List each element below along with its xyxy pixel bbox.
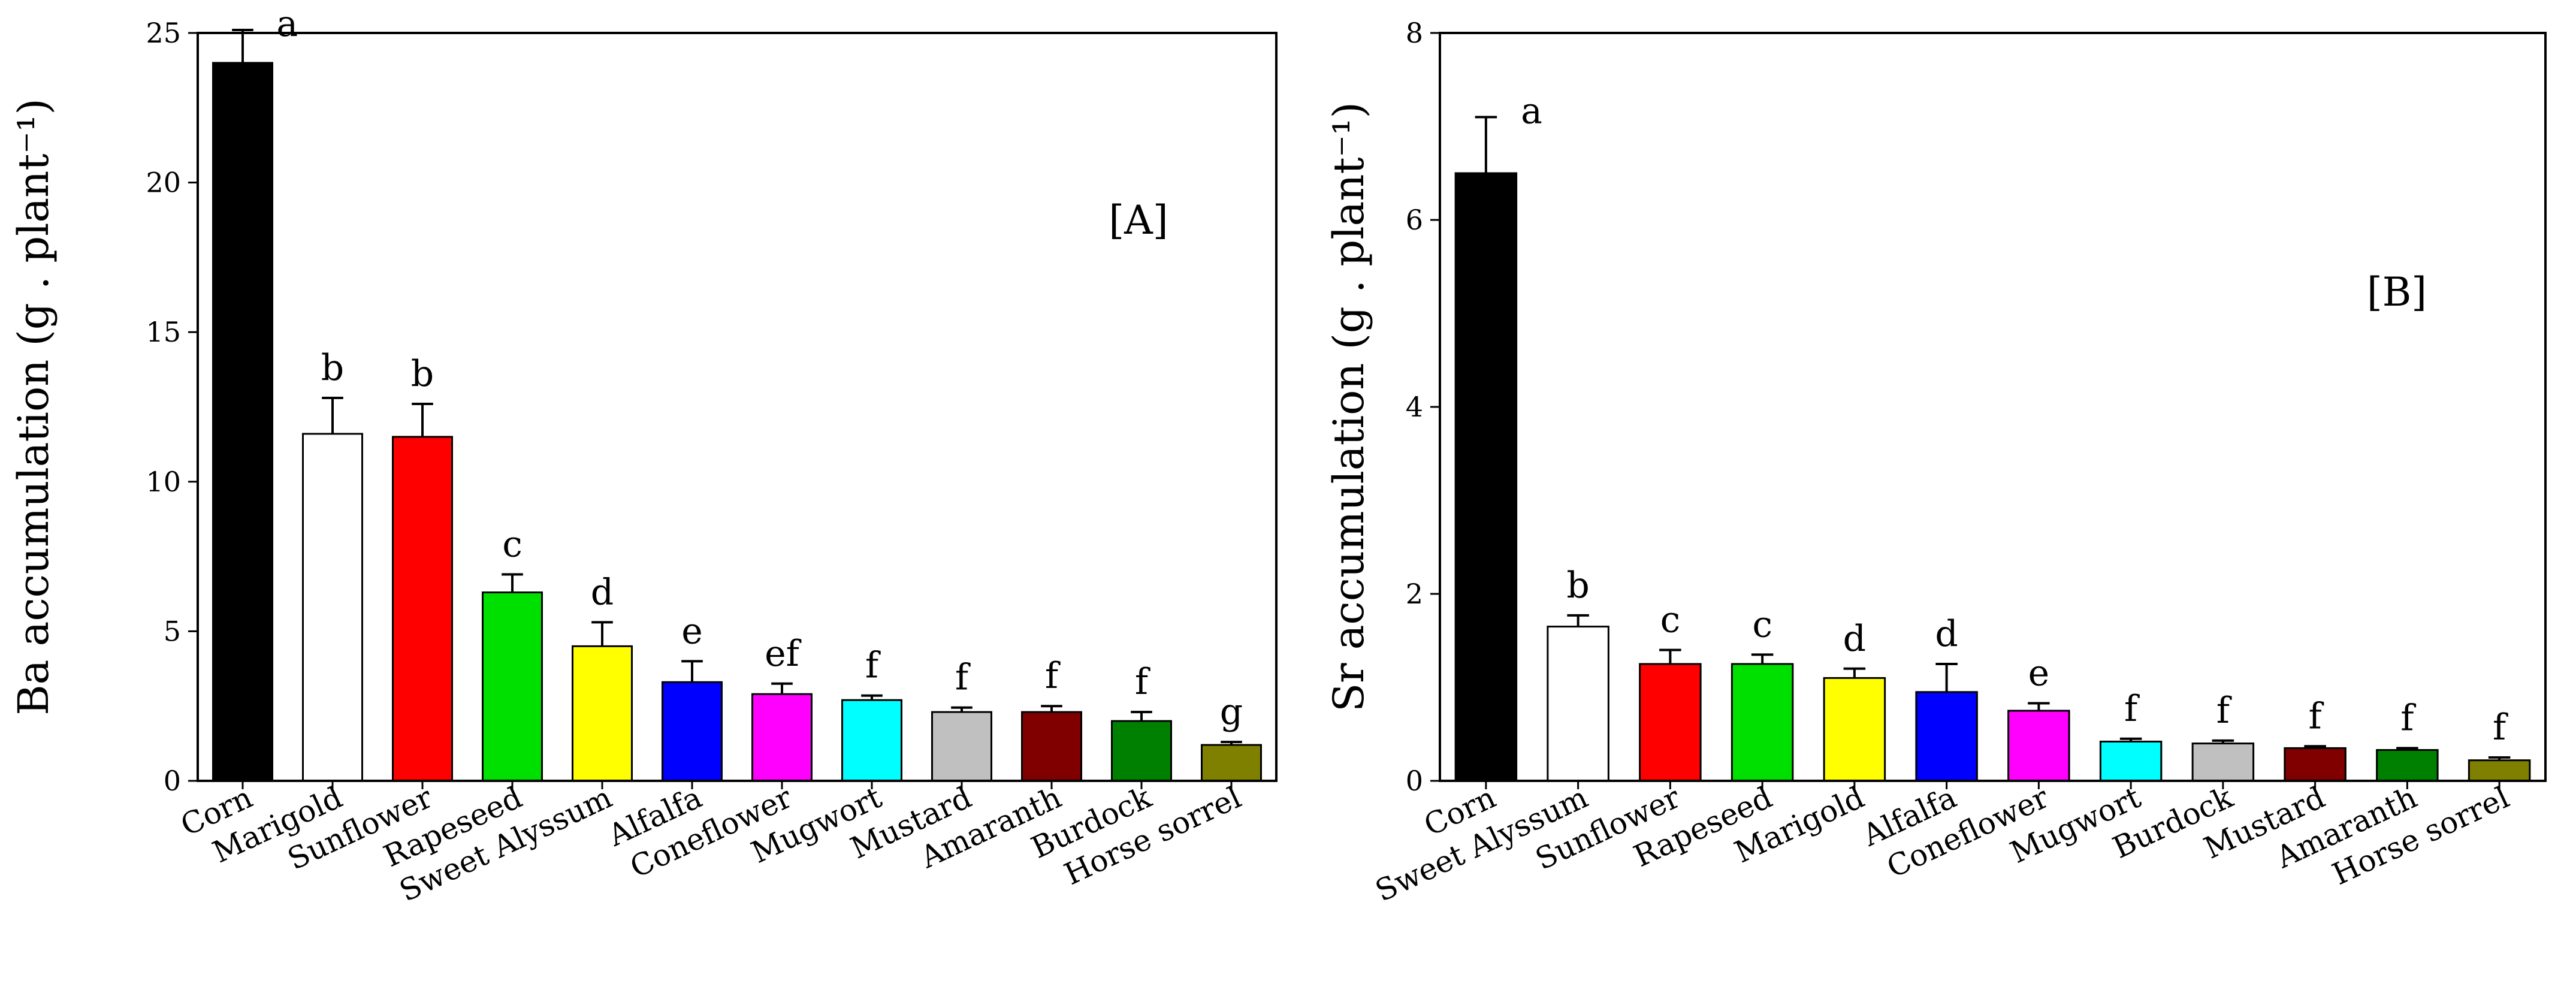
significance-label: a xyxy=(276,3,298,45)
significance-label: b xyxy=(411,353,434,395)
chart-panel-a: aCornbMarigoldbSunflowercRapeseeddSweet … xyxy=(9,3,1278,908)
bar-horse-sorrel xyxy=(2468,759,2531,782)
bar-alfalfa xyxy=(662,681,723,782)
significance-label: d xyxy=(591,571,614,613)
bar-mugwort xyxy=(841,699,902,782)
bar-marigold xyxy=(302,433,363,782)
y-tick-label: 4 xyxy=(1406,391,1423,423)
y-axis-title: Ba accumulation (g . plant⁻¹) xyxy=(9,98,58,716)
significance-label: d xyxy=(1843,618,1866,660)
significance-label: ef xyxy=(765,633,802,675)
bar-amaranth xyxy=(2376,749,2439,782)
significance-label: e xyxy=(681,610,703,652)
bar-rapeseed xyxy=(1731,663,1794,782)
significance-label: f xyxy=(2493,707,2508,748)
significance-label: c xyxy=(1752,603,1772,645)
bar-corn xyxy=(212,62,273,782)
bar-burdock xyxy=(2191,742,2255,782)
bar-sweet-alyssum xyxy=(1547,626,1609,782)
significance-label: c xyxy=(502,524,523,566)
y-tick-label: 20 xyxy=(146,167,181,199)
significance-label: f xyxy=(1135,661,1150,703)
bar-coneflower xyxy=(2007,710,2070,782)
bar-mugwort xyxy=(2099,740,2163,782)
bar-coneflower xyxy=(751,693,813,782)
bar-burdock xyxy=(1111,720,1172,782)
bar-sweet-alyssum xyxy=(572,645,633,782)
significance-label: f xyxy=(2124,688,2140,730)
y-tick-label: 6 xyxy=(1406,204,1423,236)
significance-label: f xyxy=(865,645,881,687)
bar-rapeseed xyxy=(482,591,543,782)
bar-corn xyxy=(1454,172,1518,782)
y-tick-label: 8 xyxy=(1406,17,1423,49)
significance-label: f xyxy=(2216,690,2232,732)
plot-frame xyxy=(197,32,1278,782)
significance-label: f xyxy=(2400,697,2416,739)
panel-label: [B] xyxy=(2367,269,2427,315)
bar-alfalfa xyxy=(1915,691,1978,782)
significance-label: a xyxy=(1521,90,1542,132)
bar-horse-sorrel xyxy=(1201,744,1262,782)
y-tick-label: 0 xyxy=(164,765,181,797)
significance-label: d xyxy=(1935,613,1958,655)
significance-label: c xyxy=(1660,599,1681,641)
y-tick-label: 15 xyxy=(146,316,181,348)
y-tick-label: 5 xyxy=(164,615,181,647)
significance-label: f xyxy=(1045,655,1061,697)
bar-amaranth xyxy=(1021,711,1082,782)
bar-sunflower xyxy=(1639,663,1702,782)
y-tick-label: 25 xyxy=(146,17,181,49)
y-axis-title: Sr accumulation (g . plant⁻¹) xyxy=(1324,102,1373,712)
bar-mustard xyxy=(931,711,992,782)
significance-label: g xyxy=(1220,691,1243,733)
bar-mustard xyxy=(2284,747,2347,782)
significance-label: b xyxy=(321,347,344,389)
significance-label: f xyxy=(955,657,971,699)
y-tick-label: 0 xyxy=(1406,765,1423,797)
y-tick-label: 10 xyxy=(146,466,181,498)
significance-label: e xyxy=(2028,653,2050,695)
bar-marigold xyxy=(1823,677,1886,782)
y-tick-label: 2 xyxy=(1406,578,1423,610)
panel-label: [A] xyxy=(1109,197,1168,243)
bar-sunflower xyxy=(392,436,453,782)
significance-label: b xyxy=(1566,565,1589,606)
significance-label: f xyxy=(2309,695,2324,737)
